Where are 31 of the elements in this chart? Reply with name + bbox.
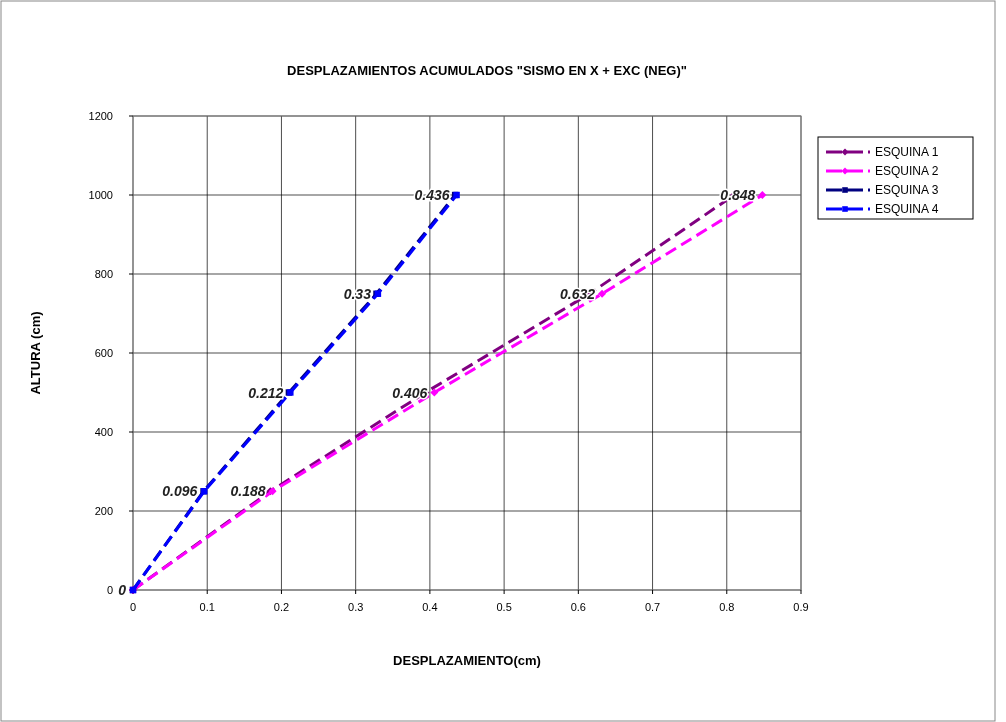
- point: [598, 289, 607, 298]
- x-tick-label: 0.1: [199, 601, 215, 613]
- legend-label: ESQUINA 2: [875, 164, 939, 178]
- chart-title: DESPLAZAMIENTOS ACUMULADOS "SISMO EN X + EXC (NEG)": [287, 63, 687, 78]
- x-tick-label: 0.4: [422, 601, 438, 613]
- x-tick-label: 0.7: [644, 601, 661, 613]
- x-tick-label: 0.8: [719, 601, 735, 613]
- y-tick-label: 1000: [88, 189, 113, 201]
- legend-label: ESQUINA 4: [875, 202, 939, 216]
- x-tick-label: 0.6: [570, 601, 586, 613]
- annotation: 0.436: [414, 187, 450, 203]
- y-tick-label: 1200: [88, 110, 113, 122]
- x-tick-label: 0: [129, 601, 137, 613]
- y-tick-label: 400: [94, 426, 113, 438]
- y-axis-title: ALTURA (cm): [28, 311, 43, 395]
- y-tick-label: 200: [94, 505, 113, 517]
- x-tick-label: 0.3: [348, 601, 364, 613]
- x-tick-label: 0.9: [793, 601, 809, 613]
- point: [758, 191, 767, 199]
- x-tick-label: 0.5: [496, 601, 512, 613]
- y-tick-label: 800: [94, 268, 113, 280]
- annotation: 0: [118, 582, 127, 598]
- legend-label: ESQUINA 3: [875, 183, 939, 197]
- y-tick-label: 600: [94, 347, 113, 359]
- legend-label: ESQUINA 1: [875, 145, 939, 159]
- y-tick-label: 0: [106, 584, 113, 596]
- x-axis-title: DESPLAZAMIENTO(cm): [393, 653, 541, 668]
- annotation: 0.096: [162, 483, 198, 500]
- annotation: 0.188: [230, 483, 266, 500]
- x-tick-label: 0.2: [273, 601, 290, 613]
- point: [430, 388, 439, 397]
